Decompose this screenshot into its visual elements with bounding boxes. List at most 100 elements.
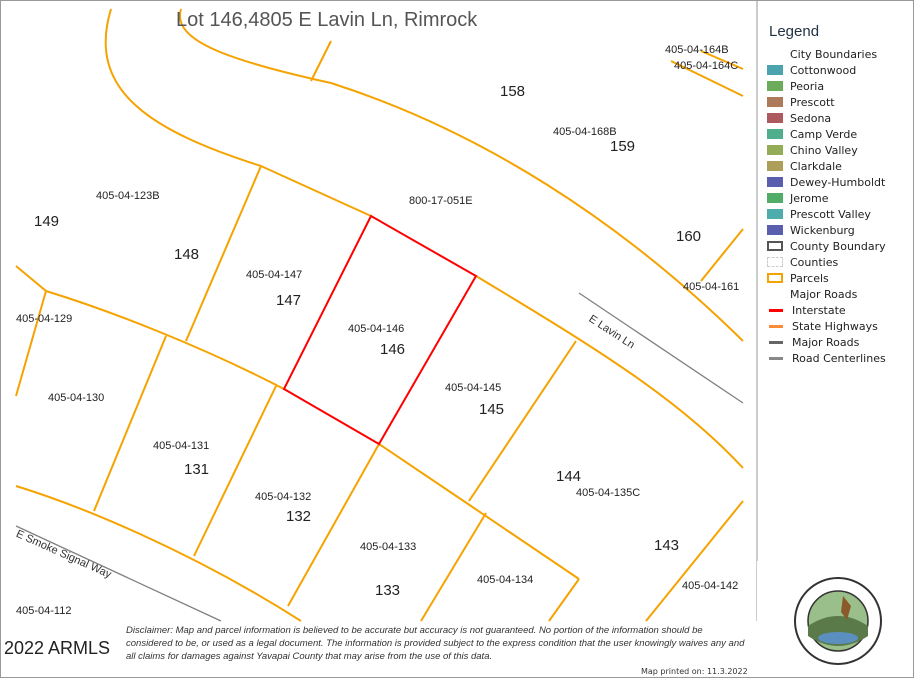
legend-swatch-icon (767, 193, 783, 203)
legend-swatch-icon (769, 356, 783, 360)
parcel-line (670, 60, 744, 97)
legend-item: City Boundaries (758, 46, 913, 62)
legend-item: Clarkdale (758, 158, 913, 174)
parcel-id-label: 405-04-112 (16, 605, 72, 617)
legend-swatch-icon (767, 65, 783, 75)
legend-swatch-icon (767, 273, 783, 283)
legend-swatch-icon (769, 324, 783, 328)
lot-number-label: 131 (184, 461, 210, 478)
disclaimer: Disclaimer: Map and parcel information i… (126, 625, 745, 662)
lot-number-label: 133 (375, 582, 401, 599)
legend-item: Counties (758, 254, 913, 270)
legend-label: Prescott (790, 95, 835, 109)
legend-swatch-icon (767, 225, 783, 235)
parcel-line (700, 50, 744, 70)
parcel-id-label: 405-04-123B (96, 190, 160, 202)
parcel-line (287, 443, 380, 607)
parcel-id-label: 405-04-147 (246, 269, 303, 281)
legend-label: Major Roads (792, 335, 860, 349)
legend-item: Jerome (758, 190, 913, 206)
legend-swatch-icon (767, 241, 783, 251)
legend-swatch-icon (767, 161, 783, 171)
legend-label: Interstate (792, 303, 846, 317)
lot-number-label: 158 (500, 83, 526, 100)
legend-item: Interstate (758, 302, 913, 318)
parcel-line (193, 385, 277, 557)
lot-number-label: 160 (676, 228, 702, 245)
legend-swatch-icon (769, 340, 783, 344)
legend-label: Parcels (790, 271, 829, 285)
parcel-id-label: 405-04-168B (553, 126, 617, 138)
map-title: Lot 146,4805 E Lavin Ln, Rimrock (176, 9, 478, 31)
legend-label: Clarkdale (790, 159, 842, 173)
legend-item: Cottonwood (758, 62, 913, 78)
parcel-id-label: 405-04-129 (16, 313, 73, 325)
legend-title: Legend (769, 23, 820, 40)
legend-label: Cottonwood (790, 63, 857, 77)
parcel-line (645, 500, 744, 622)
legend-item: State Highways (758, 318, 913, 334)
county-seal-logo (794, 577, 882, 665)
legend-label: County Boundary (790, 239, 886, 253)
legend-swatch-icon (767, 257, 783, 267)
legend-label: Prescott Valley (790, 207, 871, 221)
lot-number-label: 145 (479, 401, 505, 418)
print-date: Map printed on: 11.3.2022 (641, 667, 748, 676)
legend-label: Peoria (790, 79, 825, 93)
legend-swatch-icon (767, 129, 783, 139)
parcel-line (420, 512, 487, 622)
legend-label: Road Centerlines (792, 351, 886, 365)
road-centerline (15, 525, 222, 622)
legend-label: Sedona (790, 111, 832, 125)
legend-item: Peoria (758, 78, 913, 94)
parcel-line (93, 335, 167, 512)
parcel-line (104, 8, 372, 217)
highlighted-parcel-outline (282, 214, 478, 446)
parcel-id-label: 405-04-145 (445, 382, 502, 394)
legend-item: Wickenburg (758, 222, 913, 238)
lot-number-label: 159 (610, 138, 636, 155)
parcel-id-label: 405-04-161 (683, 281, 740, 293)
road-centerline (578, 292, 744, 404)
lot-number-label: 132 (286, 508, 312, 525)
legend-label: Counties (790, 255, 839, 269)
parcel-map[interactable] (1, 1, 757, 678)
lot-number-label: 144 (556, 468, 582, 485)
legend-label: Wickenburg (790, 223, 855, 237)
legend-item: Sedona (758, 110, 913, 126)
parcel-line (468, 340, 577, 502)
parcel-line (310, 40, 332, 82)
legend-item: County Boundary (758, 238, 913, 254)
legend-item: Road Centerlines (758, 350, 913, 366)
parcel-line (475, 275, 744, 469)
parcel-id-label: 405-04-164C (674, 60, 739, 72)
legend-swatch-icon (767, 145, 783, 155)
legend-swatch-icon (767, 209, 783, 219)
lot-number-label: 143 (654, 537, 680, 554)
legend-item: Prescott (758, 94, 913, 110)
parcel-id-label: 405-04-142 (682, 580, 739, 592)
parcel-line (15, 485, 302, 622)
parcel-line (185, 165, 262, 342)
parcel-id-label: 405-04-133 (360, 541, 417, 553)
legend-swatch-icon (767, 113, 783, 123)
legend-item: Chino Valley (758, 142, 913, 158)
parcel-line (45, 290, 285, 390)
legend-swatch-icon (767, 177, 783, 187)
legend-label: Jerome (790, 191, 829, 205)
legend-label: Camp Verde (790, 127, 858, 141)
legend-item: Major Roads (758, 286, 913, 302)
parcel-line (548, 578, 580, 622)
parcel-id-label: 405-04-146 (348, 323, 405, 335)
legend-label: City Boundaries (790, 47, 878, 61)
parcel-id-label: 405-04-164B (665, 44, 729, 56)
lot-number-label: 148 (174, 246, 200, 263)
parcel-id-label: 405-04-132 (255, 491, 312, 503)
legend-swatch-icon (769, 308, 783, 312)
parcel-id-label: 405-04-131 (153, 440, 210, 452)
legend-item: Dewey-Humboldt (758, 174, 913, 190)
legend-swatch-icon (767, 49, 783, 59)
watermark: 2022 ARMLS (4, 638, 111, 658)
parcel-id-label: 800-17-051E (409, 195, 473, 207)
